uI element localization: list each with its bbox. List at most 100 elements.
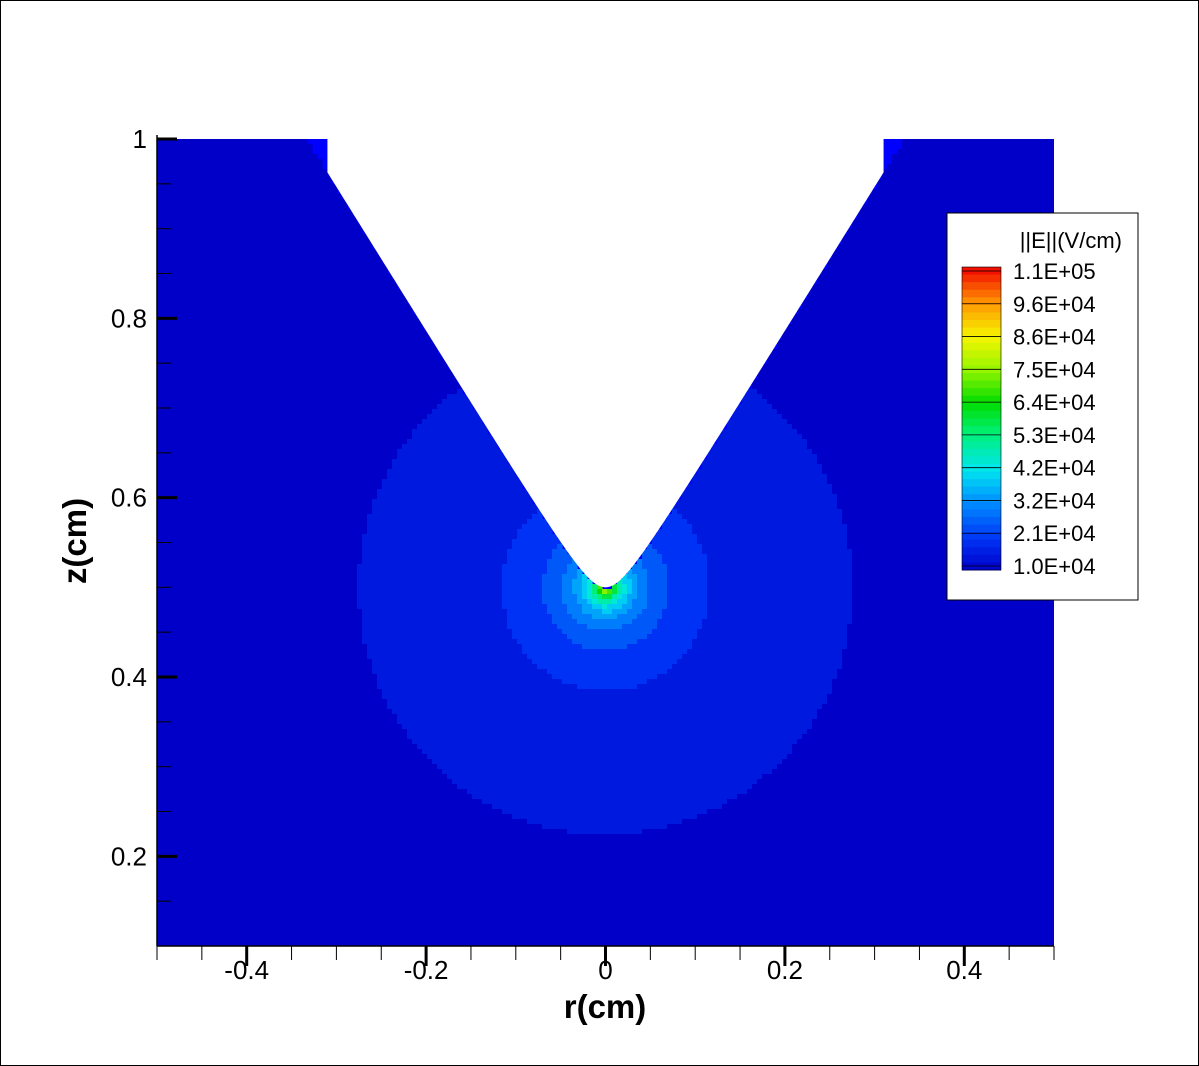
field-cell [347,249,353,255]
field-cell [332,214,338,220]
field-cell [882,244,888,250]
field-cell [192,374,198,380]
field-cell [267,314,273,320]
field-cell [392,329,398,335]
field-cell [257,284,263,290]
field-cell [897,249,903,255]
field-cell [892,209,898,215]
field-cell [207,304,213,310]
field-cell [207,264,213,270]
field-cell [852,284,858,290]
field-cell [1022,154,1028,160]
field-cell [257,229,263,235]
field-cell [932,344,938,350]
field-cell [1007,154,1013,160]
field-cell [787,359,793,365]
field-cell [427,359,433,365]
field-cell [807,379,813,385]
field-cell [337,334,343,340]
field-cell [377,324,383,330]
field-cell [287,154,293,160]
field-cell [177,144,183,150]
field-cell [347,294,353,300]
field-cell [222,309,228,315]
field-cell [157,229,163,235]
field-cell [252,179,258,185]
field-cell [322,304,328,310]
field-cell [397,364,403,370]
field-cell [937,209,943,215]
field-cell [912,379,918,385]
field-cell [922,219,928,225]
field-cell [327,184,333,190]
field-cell [887,164,893,170]
field-cell [382,274,388,280]
field-cell [852,289,858,295]
field-cell [847,244,853,250]
field-cell [902,264,908,270]
field-cell [172,199,178,205]
field-cell [207,354,213,360]
field-cell [822,349,828,355]
field-cell [232,369,238,375]
field-cell [1007,179,1013,185]
field-cell [927,234,933,240]
field-cell [907,234,913,240]
field-cell [312,184,318,190]
field-cell [187,349,193,355]
field-cell [157,254,163,260]
field-cell [222,289,228,295]
field-cell [747,394,753,400]
field-cell [387,389,393,395]
field-cell [422,384,428,390]
field-cell [892,159,898,165]
field-cell [792,334,798,340]
field-cell [247,214,253,220]
field-cell [812,379,818,385]
field-cell [352,379,358,385]
field-cell [902,239,908,245]
field-cell [867,294,873,300]
field-cell [237,144,243,150]
field-cell [202,279,208,285]
field-cell [922,214,928,220]
field-cell [357,334,363,340]
field-cell [227,289,233,295]
field-cell [297,144,303,150]
field-cell [997,149,1003,155]
field-cell [1022,164,1028,170]
field-cell [347,264,353,270]
field-cell [912,174,918,180]
field-cell [892,314,898,320]
field-cell [307,384,313,390]
field-cell [247,374,253,380]
field-cell [912,339,918,345]
field-cell [277,279,283,285]
field-cell [307,149,313,155]
field-cell [257,204,263,210]
field-cell [877,309,883,315]
field-cell [902,259,908,265]
field-cell [837,254,843,260]
field-cell [317,264,323,270]
field-cell [302,179,308,185]
field-cell [157,259,163,265]
field-cell [392,374,398,380]
field-cell [917,234,923,240]
field-cell [952,209,958,215]
field-cell [192,354,198,360]
field-cell [857,379,863,385]
field-cell [912,189,918,195]
field-cell [212,254,218,260]
field-cell [937,314,943,320]
field-cell [237,389,243,395]
field-cell [892,369,898,375]
field-cell [197,189,203,195]
field-cell [257,359,263,365]
field-cell [362,389,368,395]
field-cell [817,399,823,405]
field-cell [362,344,368,350]
field-cell [982,184,988,190]
field-cell [287,384,293,390]
field-cell [297,149,303,155]
